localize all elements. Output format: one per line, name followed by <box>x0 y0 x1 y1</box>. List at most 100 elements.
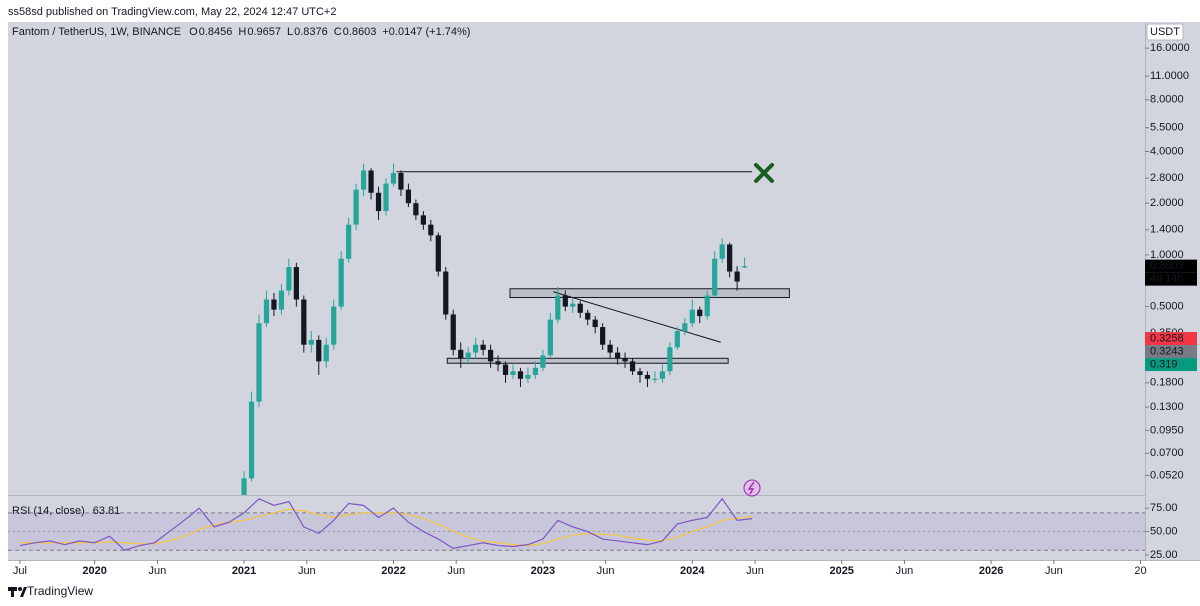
price-tag <box>1145 358 1197 372</box>
x-tick-label: Jun <box>298 565 316 577</box>
x-tick-label: Jun <box>1045 565 1063 577</box>
price-tag <box>1145 345 1197 359</box>
candle-body <box>562 295 568 307</box>
candle-body <box>443 271 449 315</box>
candle-body <box>727 244 733 272</box>
candle-body <box>555 295 561 320</box>
candle-body <box>704 295 710 317</box>
x-tick-label: Jun <box>746 565 764 577</box>
rsi-band <box>8 512 1145 551</box>
price-tag-label: 0.3258 <box>1150 332 1184 344</box>
candle-body <box>331 306 337 345</box>
candle-body <box>600 327 606 345</box>
candle-body <box>614 352 621 359</box>
candle-body <box>659 371 666 379</box>
y-tick-label: 4.0000 <box>1150 145 1184 157</box>
candle-body <box>637 371 643 375</box>
candle-body <box>570 303 576 307</box>
candle-body <box>458 349 464 359</box>
candle-body <box>741 266 748 268</box>
ohlc-value: 0.9657 <box>247 26 281 38</box>
published: ss58sd published on TradingView.com, May… <box>8 6 336 18</box>
footer: TradingView <box>27 584 93 598</box>
candle-body <box>682 323 688 332</box>
candle-body <box>241 478 247 495</box>
chart-area <box>8 22 1145 560</box>
candle-body <box>487 349 494 362</box>
candle-body <box>525 374 531 379</box>
y-tick-label: 1.4000 <box>1150 224 1184 236</box>
candle-body <box>585 312 591 320</box>
event-icon[interactable] <box>743 479 761 497</box>
candle-body <box>286 267 292 291</box>
candle-body <box>398 172 404 190</box>
countdown-box <box>1145 272 1197 286</box>
candle-body <box>607 344 613 353</box>
rsi-tick-label: 50.00 <box>1150 525 1178 537</box>
legend: Fantom / TetherUS, 1W, BINANCE O 0.8456 H 0.… <box>12 26 470 38</box>
rsi-pane <box>8 497 1145 551</box>
candle-body <box>450 314 456 350</box>
candle-body <box>346 224 352 259</box>
candle-body <box>383 183 389 212</box>
candle-body <box>413 203 419 216</box>
y-tick-label: 11.0000 <box>1150 70 1189 82</box>
candle-body <box>577 303 583 313</box>
y-tick-label: 0.0950 <box>1150 424 1184 436</box>
x-tick-label: 2020 <box>82 565 106 577</box>
ohlc-label: C <box>334 26 342 38</box>
y-tick-label: 1.0000 <box>1150 249 1184 261</box>
candle-body <box>435 235 441 272</box>
y-tick-label: 0.5000 <box>1150 301 1184 313</box>
candle-body <box>719 244 725 259</box>
y-tick-label: 16.0000 <box>1150 42 1190 54</box>
candle-body <box>480 344 486 350</box>
x-tick-label: Jun <box>896 565 914 577</box>
x-tick-label: Jun <box>447 565 465 577</box>
candle-body <box>629 361 636 372</box>
candle-body <box>323 344 329 362</box>
candle-body <box>712 258 718 296</box>
y-tick-label: 0.0700 <box>1150 447 1184 459</box>
y-tick-label: 2.8000 <box>1150 172 1184 184</box>
x-tick-label: Jun <box>597 565 615 577</box>
ohlc-value: 0.8376 <box>294 26 328 38</box>
candle-body <box>428 224 434 236</box>
ohlc-label: L <box>287 26 293 38</box>
candle-body <box>420 215 426 225</box>
candle-body <box>308 339 314 345</box>
price-tag <box>1145 259 1197 273</box>
rsi-tick-label: 25.00 <box>1150 549 1178 561</box>
rsi-line <box>19 497 753 551</box>
x-tick-label: 2022 <box>381 565 405 577</box>
candle-body <box>540 355 546 368</box>
event-icon-bolt <box>747 481 755 495</box>
trendline <box>553 291 721 343</box>
price-tag-label: 0.8603 <box>1150 260 1184 272</box>
change: +0.0147 (+1.74%) <box>382 26 470 38</box>
price-tag-label: 0.3243 <box>1150 345 1184 357</box>
ohlc-label: H <box>238 26 246 38</box>
rsi-tick-label: 75.00 <box>1150 502 1178 514</box>
y-tick-label: 2.0000 <box>1150 197 1184 209</box>
candle-body <box>502 364 509 375</box>
candle-body <box>652 378 658 380</box>
price-axis <box>1145 22 1200 560</box>
unit-box <box>1146 23 1184 41</box>
ohlc-value: 0.8456 <box>199 26 233 38</box>
x-tick-label: 20 <box>1134 565 1146 577</box>
candle-body <box>353 189 359 225</box>
candle-body <box>592 319 598 328</box>
candle-body <box>360 170 367 190</box>
x-tick-label: 2025 <box>829 565 853 577</box>
y-tick-label: 8.0000 <box>1150 94 1184 106</box>
candle-body <box>316 339 322 362</box>
price-tag <box>1145 332 1197 346</box>
candle-body <box>667 347 673 372</box>
price-tag-label: 0.319 <box>1150 358 1178 370</box>
target-marker <box>754 162 775 183</box>
x-tick-label: 2026 <box>979 565 1003 577</box>
candle-body <box>689 309 695 324</box>
candle-body <box>390 172 397 184</box>
